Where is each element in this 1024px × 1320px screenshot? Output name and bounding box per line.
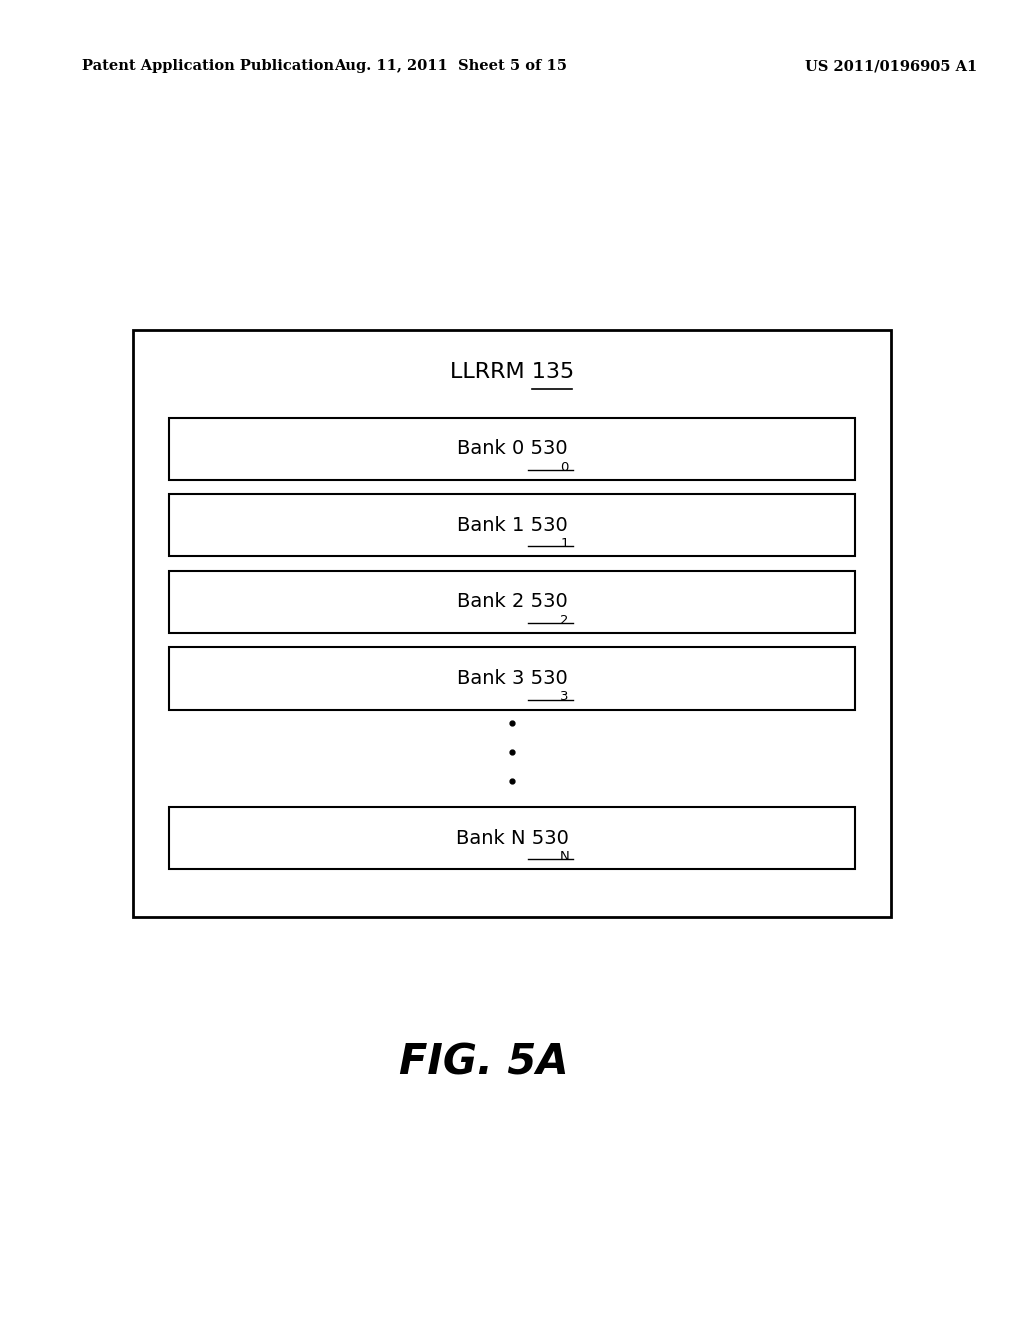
Bar bbox=[169, 570, 855, 632]
Text: Patent Application Publication: Patent Application Publication bbox=[82, 59, 334, 73]
Bar bbox=[169, 494, 855, 557]
Bar bbox=[133, 330, 891, 917]
Text: 3: 3 bbox=[560, 690, 568, 704]
Text: N: N bbox=[560, 850, 570, 863]
Text: Bank 0 530: Bank 0 530 bbox=[457, 440, 567, 458]
Text: FIG. 5A: FIG. 5A bbox=[399, 1041, 569, 1084]
Text: Bank 1 530: Bank 1 530 bbox=[457, 516, 567, 535]
Text: US 2011/0196905 A1: US 2011/0196905 A1 bbox=[805, 59, 977, 73]
Text: Bank 2 530: Bank 2 530 bbox=[457, 593, 567, 611]
Text: 1: 1 bbox=[560, 537, 568, 550]
Text: 2: 2 bbox=[560, 614, 568, 627]
Text: Aug. 11, 2011  Sheet 5 of 15: Aug. 11, 2011 Sheet 5 of 15 bbox=[334, 59, 567, 73]
Text: Bank N 530: Bank N 530 bbox=[456, 829, 568, 847]
Bar bbox=[169, 417, 855, 479]
Text: 0: 0 bbox=[560, 461, 568, 474]
Text: LLRRM 135: LLRRM 135 bbox=[450, 362, 574, 383]
Bar bbox=[169, 648, 855, 710]
Bar bbox=[169, 808, 855, 870]
Text: Bank 3 530: Bank 3 530 bbox=[457, 669, 567, 688]
